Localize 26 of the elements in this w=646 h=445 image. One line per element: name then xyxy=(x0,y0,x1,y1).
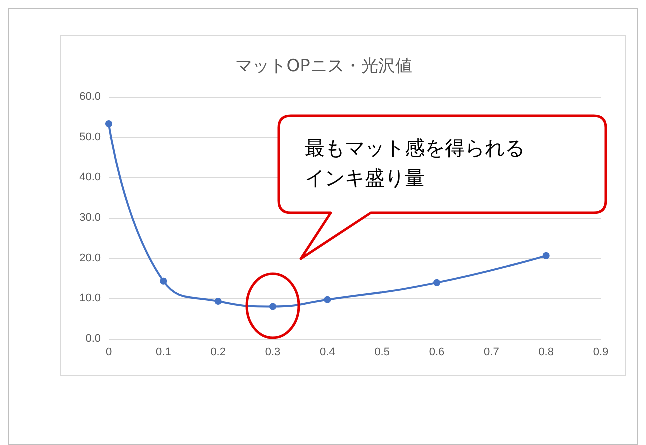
x-tick-label: 0.6 xyxy=(429,346,445,358)
x-tick-label: 0.4 xyxy=(320,346,336,358)
point xyxy=(160,278,168,285)
point xyxy=(542,252,550,260)
chart-title: マットOPニス・光沢値 xyxy=(236,56,412,76)
y-tick-label: 30.0 xyxy=(80,212,101,224)
point xyxy=(214,298,222,305)
annotation: 最もマット感を得られるインキ盛り量 xyxy=(305,135,526,192)
point xyxy=(324,296,332,304)
y-tick-label: 10.0 xyxy=(80,292,101,305)
point xyxy=(106,120,112,128)
x-tick-label: 0.3 xyxy=(265,346,281,358)
x-tick-label: 0.7 xyxy=(484,346,500,358)
x-tick-label: 0.5 xyxy=(374,346,390,358)
point xyxy=(270,303,276,310)
y-tick-label: 60.0 xyxy=(80,91,101,103)
y-tick-label: 50.0 xyxy=(80,131,101,144)
x-tick-label: 0.1 xyxy=(156,346,172,358)
y-tick-label: 20.0 xyxy=(80,252,101,264)
y-tick-label: 40.0 xyxy=(80,172,101,184)
point xyxy=(434,279,440,286)
x-tick-label: 0.2 xyxy=(210,346,226,358)
x-tick-label: 0 xyxy=(106,346,112,358)
y-tick-label: 0.0 xyxy=(86,333,101,345)
x-tick-label: 0.8 xyxy=(538,346,554,358)
x-tick-label: 0.9 xyxy=(593,346,609,358)
